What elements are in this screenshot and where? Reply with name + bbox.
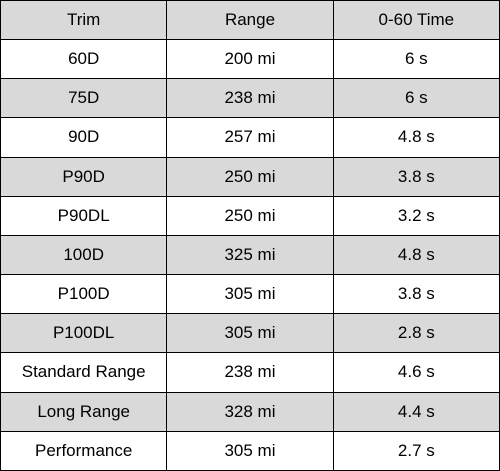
table-cell: 4.6 s (332, 352, 500, 393)
table-cell: 238 mi (166, 352, 334, 393)
table-cell: 2.7 s (332, 430, 500, 471)
table-cell: P90D (0, 156, 168, 197)
table-cell: 3.2 s (332, 195, 500, 236)
table-cell: Long Range (0, 391, 168, 432)
table-cell: 6 s (332, 38, 500, 80)
table-cell: Standard Range (0, 352, 168, 393)
table-cell: 250 mi (166, 195, 334, 236)
table-cell: 6 s (332, 78, 500, 119)
table-row: P90D 250 mi 3.8 s (0, 156, 500, 197)
table-row: 75D 238 mi 6 s (0, 78, 500, 119)
table-row: 90D 257 mi 4.8 s (0, 117, 500, 158)
table-body: 60D 200 mi 6 s 75D 238 mi 6 s 90D 257 mi 4.8 s P9… (0, 38, 500, 471)
table-cell: 305 mi (166, 274, 334, 315)
table-cell: 4.4 s (332, 391, 500, 432)
table-cell: 328 mi (166, 391, 334, 432)
table-cell: 60D (0, 38, 168, 80)
table-cell: 305 mi (166, 313, 334, 354)
table-cell: 238 mi (166, 78, 334, 119)
table-cell: 3.8 s (332, 156, 500, 197)
table-cell: 3.8 s (332, 274, 500, 315)
table-row: 100D 325 mi 4.8 s (0, 234, 500, 276)
table-cell: 257 mi (166, 117, 334, 158)
table-row: P100D 305 mi 3.8 s (0, 274, 500, 315)
header-cell: Trim (0, 0, 168, 40)
table-row: Standard Range 238 mi 4.6 s (0, 352, 500, 393)
table-row: Performance 305 mi 2.7 s (0, 430, 500, 471)
table-row: P90DL 250 mi 3.2 s (0, 195, 500, 236)
table-cell: Performance (0, 430, 168, 471)
header-cell: 0-60 Time (332, 0, 500, 40)
table-cell: P100DL (0, 313, 168, 354)
header-cell: Range (166, 0, 334, 40)
table-cell: 250 mi (166, 156, 334, 197)
table-cell: 90D (0, 117, 168, 158)
table-cell: 4.8 s (332, 117, 500, 158)
table-cell: P90DL (0, 195, 168, 236)
table-cell: 200 mi (166, 38, 334, 80)
table-cell: 2.8 s (332, 313, 500, 354)
table-cell: 325 mi (166, 234, 334, 276)
table-row: P100DL 305 mi 2.8 s (0, 313, 500, 354)
table-cell: 100D (0, 234, 168, 276)
table-cell: 75D (0, 78, 168, 119)
table-cell: 4.8 s (332, 234, 500, 276)
table-row: 60D 200 mi 6 s (0, 38, 500, 80)
header-row: Trim Range 0-60 Time (0, 0, 500, 40)
table-cell: P100D (0, 274, 168, 315)
table-head: Trim Range 0-60 Time (0, 0, 500, 40)
table-cell: 305 mi (166, 430, 334, 471)
table-row: Long Range 328 mi 4.4 s (0, 391, 500, 432)
